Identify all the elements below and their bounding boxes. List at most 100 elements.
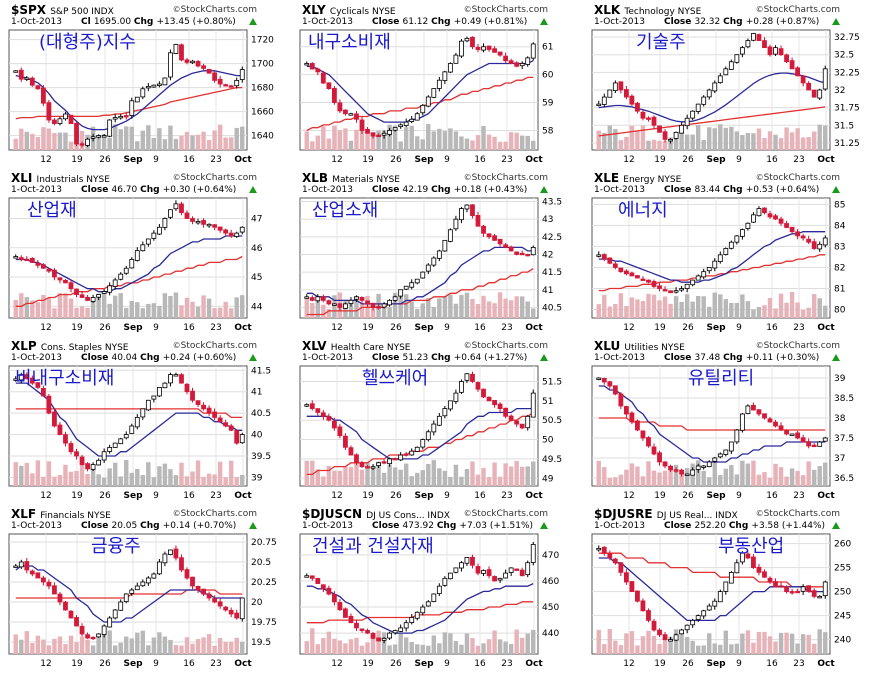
- volume-bar: [437, 298, 442, 318]
- candle-body: [447, 229, 453, 242]
- y-tick-label: 460: [542, 577, 559, 587]
- candle-body: [228, 425, 234, 431]
- volume-bar: [673, 629, 679, 654]
- y-tick-label: 60: [542, 71, 554, 81]
- volume-bar: [767, 131, 773, 150]
- volume-bar: [756, 307, 762, 318]
- volume-bar: [823, 462, 828, 486]
- x-tick-label: 16: [766, 491, 778, 501]
- candle-body: [612, 263, 618, 268]
- volume-bar: [751, 642, 756, 654]
- y-tick-label: 440: [542, 629, 559, 639]
- volume-bar: [668, 303, 673, 318]
- up-arrow-icon: [832, 18, 840, 25]
- symbol-text: XLV: [302, 339, 331, 353]
- candle-body: [343, 303, 348, 309]
- y-tick-label: 41.5: [542, 268, 562, 278]
- candle-body: [74, 617, 79, 627]
- volume-bar: [789, 132, 795, 150]
- y-tick-label: 83: [834, 242, 845, 252]
- close-label: Cl: [81, 17, 94, 27]
- candle-body: [464, 557, 470, 564]
- candle-body: [107, 119, 113, 137]
- x-tick-label: 16: [183, 155, 195, 165]
- x-tick-label: Oct: [817, 659, 835, 669]
- x-tick-label: Sep: [706, 323, 726, 333]
- candle-body: [751, 214, 756, 223]
- x-tick-label: 23: [793, 659, 804, 669]
- x-tick-label: 12: [40, 491, 51, 501]
- volume-bar: [508, 466, 514, 486]
- y-tick-label: 50: [542, 436, 554, 446]
- symbol-text: XLF: [11, 507, 41, 521]
- candle-body: [96, 294, 102, 298]
- candle-body: [320, 584, 326, 590]
- chart-symbol: $SPX S&P 500 INDX: [11, 3, 114, 17]
- candle-body: [190, 60, 195, 64]
- x-tick-label: 9: [153, 659, 159, 669]
- candle-body: [85, 138, 90, 146]
- candle-body: [348, 113, 354, 116]
- chart-stats: Close 473.92 Chg +7.03 (+1.51%): [372, 521, 533, 531]
- x-tick-label: 23: [210, 491, 221, 501]
- volume-bar: [140, 475, 146, 486]
- candle-body: [309, 63, 315, 70]
- volume-bar: [151, 303, 157, 318]
- chart-date: 1-Oct-2013: [594, 521, 645, 531]
- volume-bar: [52, 476, 57, 486]
- ma-slow-line: [15, 255, 243, 307]
- x-tick-label: Oct: [817, 491, 835, 501]
- candle-body: [690, 469, 696, 476]
- volume-bar: [195, 639, 201, 654]
- candle-body: [420, 271, 426, 279]
- candle-body: [107, 617, 113, 628]
- volume-bar: [525, 301, 530, 318]
- x-tick-label: 16: [183, 323, 195, 333]
- volume-bar: [497, 476, 503, 486]
- volume-bar: [354, 637, 359, 654]
- candle-body: [486, 233, 492, 238]
- candle-body: [212, 224, 218, 228]
- candle-body: [217, 417, 223, 423]
- volume-bar: [762, 472, 767, 486]
- volume-bar: [30, 473, 35, 486]
- up-arrow-icon: [832, 354, 840, 361]
- volume-bar: [398, 632, 403, 654]
- volume-bar: [162, 636, 168, 654]
- volume-bar: [403, 463, 409, 486]
- close-label: Close: [81, 185, 112, 195]
- candle-body: [151, 232, 157, 239]
- candle-body: [811, 590, 817, 597]
- volume-bar: [475, 474, 481, 486]
- symbol-name: Energy NYSE: [623, 175, 682, 185]
- volume-bar: [514, 296, 519, 318]
- korean-label: 부동산업: [718, 536, 784, 557]
- up-arrow-icon: [249, 522, 257, 529]
- candle-body: [201, 588, 206, 595]
- chart-date: 1-Oct-2013: [11, 17, 62, 27]
- candle-body: [734, 429, 740, 443]
- x-tick-label: 23: [501, 659, 512, 669]
- volume-bar: [773, 641, 778, 654]
- candle-body: [695, 615, 701, 620]
- y-tick-label: 41: [251, 388, 262, 398]
- y-tick-label: 40.5: [542, 303, 562, 313]
- candle-body: [623, 406, 629, 415]
- close-value: 37.48: [694, 353, 724, 363]
- volume-bar: [173, 475, 179, 486]
- volume-bar: [778, 632, 784, 654]
- volume-bar: [118, 476, 123, 486]
- candle-body: [475, 46, 481, 50]
- volume-bar: [184, 131, 190, 150]
- x-tick-label: 19: [654, 491, 666, 501]
- copyright-mark: ©: [463, 5, 472, 14]
- brand-text: StockCharts.com: [763, 173, 840, 183]
- candle-body: [525, 415, 531, 429]
- candle-body: [156, 83, 162, 86]
- volume-bar: [354, 295, 359, 318]
- close-value: 42.19: [402, 185, 432, 195]
- symbol-text: XLB: [302, 171, 333, 185]
- volume-bar: [240, 126, 245, 150]
- candle-body: [497, 577, 503, 581]
- volume-bar: [343, 466, 348, 486]
